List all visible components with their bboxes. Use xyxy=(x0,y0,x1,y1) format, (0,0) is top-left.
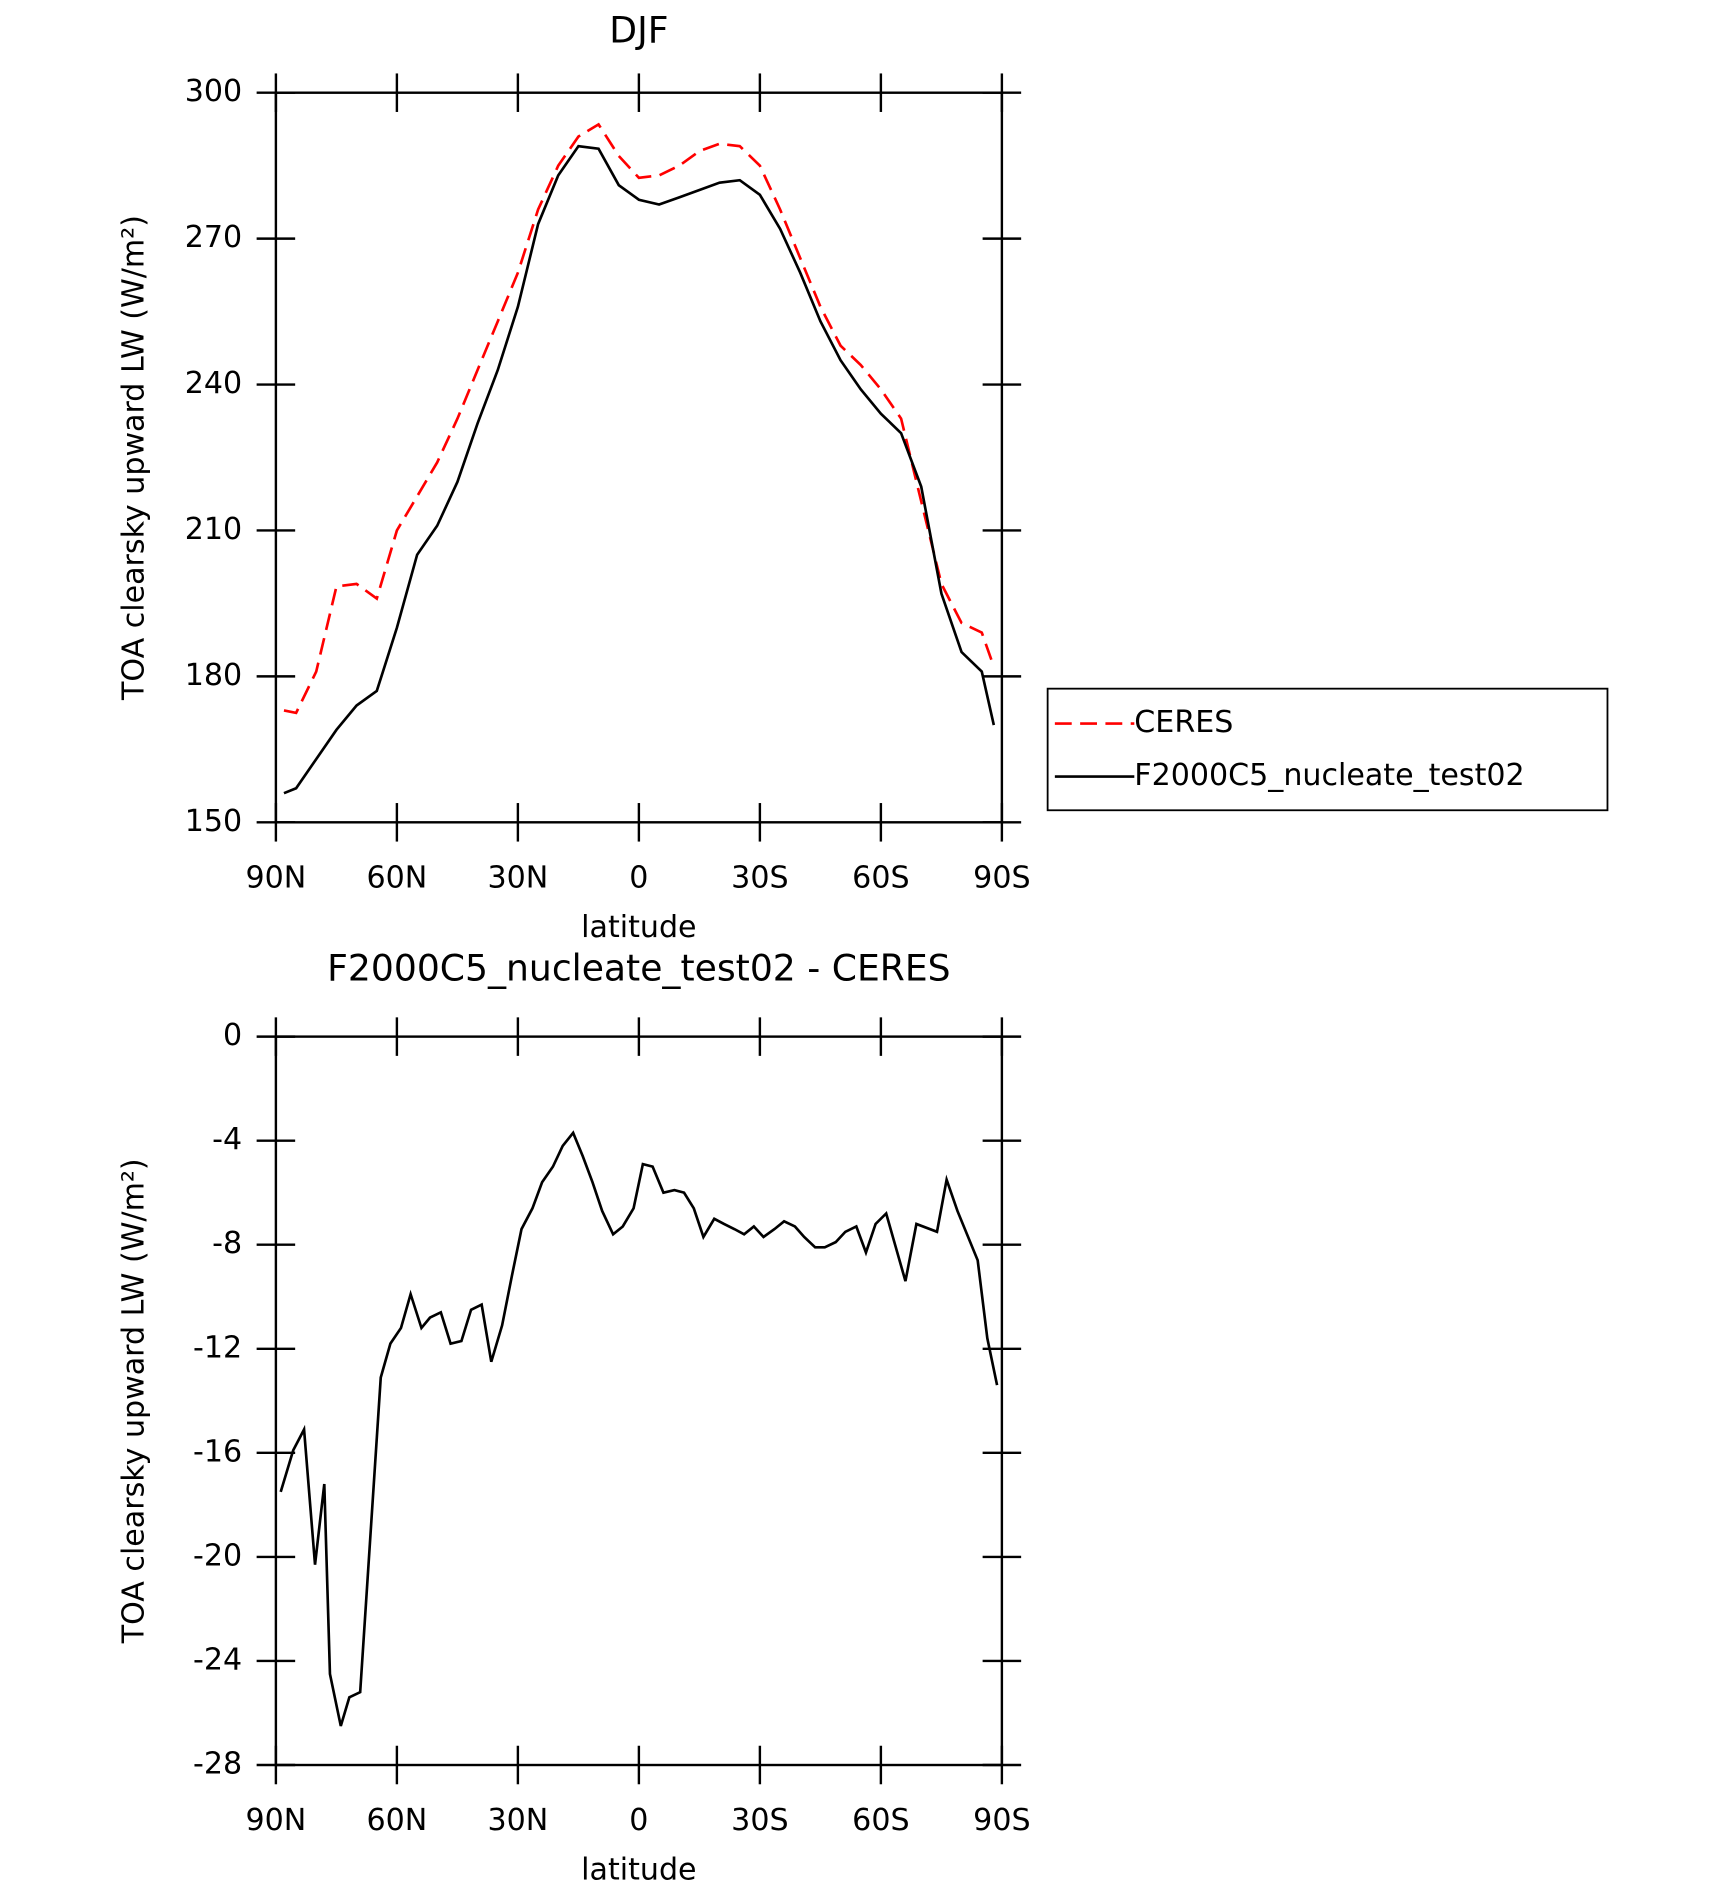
data-line xyxy=(283,144,996,795)
y-tick-label: -20 xyxy=(193,1538,242,1573)
legend-box xyxy=(1046,687,1609,812)
x-tick-label: 30N xyxy=(487,860,548,895)
x-tick-label: 30S xyxy=(731,860,788,895)
y-tick-label: 300 xyxy=(185,74,242,109)
x-tick-label: 60S xyxy=(852,860,909,895)
x-tick-label: 60S xyxy=(852,1803,909,1838)
y-tick-label: 180 xyxy=(185,658,242,693)
legend: CERES F2000C5_nucleate_test02 xyxy=(1046,687,1609,812)
x-tick-label: 0 xyxy=(629,1803,648,1838)
x-axis-label: latitude xyxy=(581,910,696,945)
x-tick-label: 90S xyxy=(973,860,1030,895)
plot-frame xyxy=(274,1035,1004,1767)
y-tick-label: 240 xyxy=(185,366,242,401)
y-tick-label: -8 xyxy=(212,1226,242,1261)
x-tick-label: 60N xyxy=(367,860,428,895)
x-tick-label: 30N xyxy=(487,1803,548,1838)
y-axis-label: TOA clearsky upward LW (W/m²) xyxy=(117,1158,152,1644)
x-tick-label: 90N xyxy=(246,860,307,895)
x-tick-label: 90N xyxy=(246,1803,307,1838)
legend-label: CERES xyxy=(1134,705,1233,740)
data-line xyxy=(283,122,996,715)
y-tick-label: -12 xyxy=(193,1330,242,1365)
x-tick-label: 30S xyxy=(731,1803,788,1838)
legend-label: F2000C5_nucleate_test02 xyxy=(1134,758,1524,793)
plot-frame xyxy=(274,91,1004,824)
chart-title: DJF xyxy=(609,9,668,52)
y-tick-label: -28 xyxy=(193,1747,242,1782)
y-tick-label: 210 xyxy=(185,512,242,547)
x-axis-label: latitude xyxy=(581,1852,696,1883)
y-tick-label: 150 xyxy=(185,804,242,839)
y-tick-label: 270 xyxy=(185,220,242,255)
x-tick-label: 0 xyxy=(629,860,648,895)
x-tick-label: 90S xyxy=(973,1803,1030,1838)
data-line xyxy=(279,1130,999,1727)
x-tick-label: 60N xyxy=(367,1803,428,1838)
y-tick-label: -4 xyxy=(212,1122,242,1157)
y-tick-label: 0 xyxy=(223,1018,242,1053)
y-tick-label: -24 xyxy=(193,1642,242,1677)
y-axis-label: TOA clearsky upward LW (W/m²) xyxy=(117,215,152,701)
y-tick-label: -16 xyxy=(193,1434,242,1469)
chart-title: F2000C5_nucleate_test02 - CERES xyxy=(327,946,950,989)
